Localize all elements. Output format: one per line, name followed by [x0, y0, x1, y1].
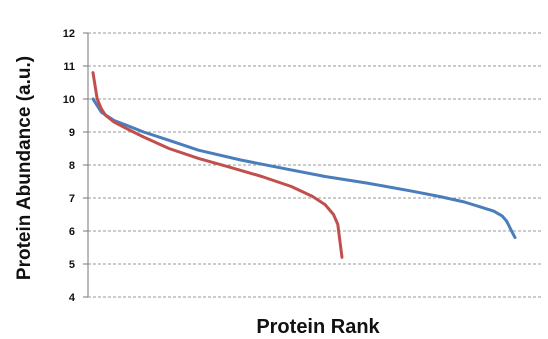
axes [83, 32, 542, 298]
y-tick-label: 10 [63, 94, 75, 106]
y-axis-title: Protein Abundance (a.u.) [14, 56, 35, 280]
y-tick-label: 11 [63, 61, 75, 73]
y-tick-label: 4 [69, 292, 76, 304]
gridlines [88, 32, 542, 265]
blue-series-line [91, 97, 517, 240]
y-tick-label: 6 [69, 226, 75, 238]
y-tick-label: 7 [69, 193, 75, 205]
y-tick-label: 9 [69, 127, 75, 139]
y-tick-label: 5 [69, 259, 75, 271]
y-tick-label: 8 [69, 160, 75, 172]
data-series [91, 71, 517, 259]
x-axis-title: Protein Rank [256, 316, 380, 338]
red-series-line [91, 71, 344, 259]
y-tick-labels: 4 5 6 7 8 9 10 11 12 [63, 28, 76, 304]
y-tick-label: 12 [63, 28, 75, 40]
